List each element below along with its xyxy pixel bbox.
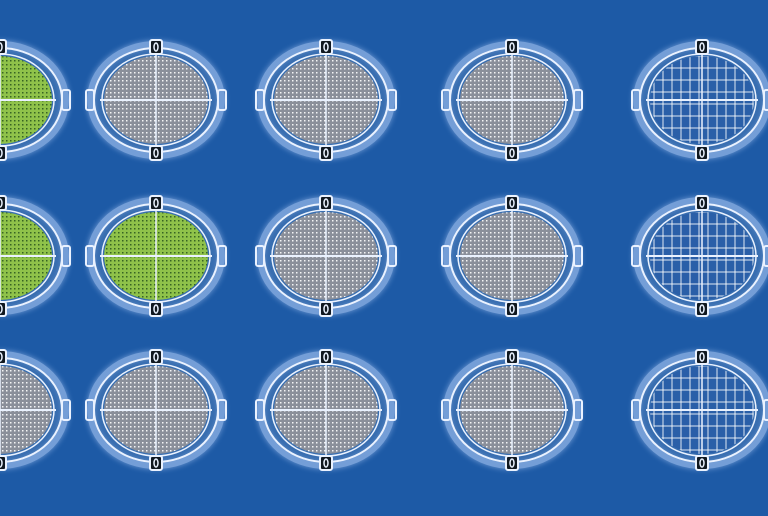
petri-dish-dots (442, 40, 582, 160)
petri-dish-grid (632, 350, 768, 470)
petri-dish-dots (442, 196, 582, 316)
petri-dish-green (0, 196, 70, 316)
petri-dish-dots (442, 350, 582, 470)
petri-dish-dots (86, 350, 226, 470)
petri-dish-grid (632, 40, 768, 160)
petri-dish-dots (256, 40, 396, 160)
petri-dish-dots (256, 350, 396, 470)
petri-dish-dots (0, 350, 70, 470)
petri-dish-dots (256, 196, 396, 316)
petri-dish-grid (632, 196, 768, 316)
petri-dish-green (0, 40, 70, 160)
petri-dish-dots (86, 40, 226, 160)
petri-dish-green (86, 196, 226, 316)
